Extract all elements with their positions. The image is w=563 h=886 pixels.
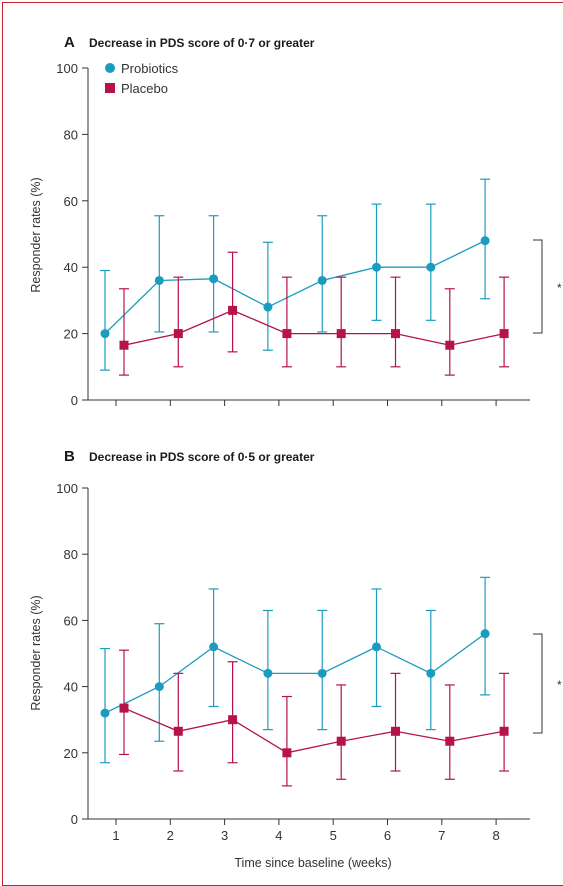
panel-b-probiotics-point — [480, 629, 490, 639]
panel-b-placebo-point — [228, 715, 238, 725]
panel-a-placebo-point — [228, 305, 238, 315]
panel-a-probiotics-point — [480, 236, 490, 246]
panel-b-probiotics-point — [317, 668, 327, 678]
panel-a-placebo-point — [445, 340, 455, 350]
panel-b-ytick-label: 0 — [71, 812, 78, 827]
panel-a-ytick-label: 0 — [71, 393, 78, 408]
panel-b-xtick-label: 8 — [492, 828, 499, 843]
panel-b-ytick-label: 20 — [64, 746, 78, 761]
panel-b-placebo-point — [173, 726, 183, 736]
panel-b-xtick-label: 7 — [438, 828, 445, 843]
panel-b-placebo-point — [445, 736, 455, 746]
panel-b-letter: B — [64, 448, 75, 465]
panel-a-probiotics-point — [209, 274, 219, 284]
panel-a-placebo-line — [123, 309, 505, 346]
panel-a-probiotics-point — [100, 329, 110, 339]
panel-b-probiotics-point — [372, 642, 381, 652]
panel-a-placebo-point — [391, 329, 400, 339]
panel-a-probiotics-point — [154, 275, 164, 285]
panel-a-letter: A — [64, 34, 75, 51]
panel-a-probiotics-point — [372, 262, 381, 272]
panel-b-xtick-label: 1 — [112, 828, 119, 843]
panel-a-ylabel: Responder rates (%) — [29, 177, 43, 292]
panel-b-xlabel: Time since baseline (weeks) — [234, 856, 391, 870]
panel-a-significance: * — [557, 281, 562, 295]
panel-b-placebo-point — [282, 748, 292, 758]
panel-a-probiotics-point — [263, 302, 273, 312]
panel-a-placebo-point — [499, 329, 509, 339]
panel-b-title: Decrease in PDS score of 0·5 or greater — [89, 450, 315, 464]
panel-b-placebo-point — [499, 726, 509, 736]
panel-a-ytick-label: 60 — [64, 194, 78, 209]
panel-a-placebo-point — [336, 329, 346, 339]
legend-probiotics-label: Probiotics — [121, 61, 179, 76]
panel-b-probiotics-line — [104, 633, 486, 714]
panel-b-placebo-line — [123, 707, 505, 754]
panel-b-ylabel: Responder rates (%) — [29, 595, 43, 710]
panel-b-probiotics-point — [263, 668, 273, 678]
panel-a-ytick-label: 20 — [64, 327, 78, 342]
panel-a-probiotics-line — [104, 240, 486, 335]
panel-a-placebo-point — [119, 340, 129, 350]
panel-a-placebo-point — [173, 329, 183, 339]
panel-b-xtick-label: 2 — [167, 828, 174, 843]
chart-marks: 0 20 40 60 80 100 0 20 40 60 80 100 1 2 3 4 5 6 7 8 — [56, 61, 543, 843]
panel-a-placebo-point — [282, 329, 292, 339]
panel-b-probiotics-point — [100, 708, 110, 718]
legend-placebo-label: Placebo — [121, 81, 168, 96]
panel-a-significance-bracket — [533, 239, 543, 334]
panel-b-significance: * — [557, 678, 562, 692]
panel-a-ytick-label: 80 — [64, 127, 78, 142]
panel-b-placebo-point — [336, 736, 346, 746]
legend-probiotics-marker — [105, 63, 115, 73]
panel-b-xtick-label: 5 — [330, 828, 337, 843]
panel-b-ytick-label: 60 — [64, 613, 78, 628]
panel-a-title: Decrease in PDS score of 0·7 or greater — [89, 36, 315, 50]
legend-placebo-marker — [105, 83, 115, 93]
panel-b-probiotics-point — [209, 642, 219, 652]
panel-b-placebo-point — [391, 726, 400, 736]
panel-b-ytick-label: 100 — [56, 481, 78, 496]
panel-b-placebo-point — [119, 703, 129, 713]
panel-a-ytick-label: 100 — [56, 61, 78, 76]
panel-b-xtick-label: 4 — [275, 828, 282, 843]
panel-b-ytick-label: 80 — [64, 547, 78, 562]
panel-a-ytick-label: 40 — [64, 260, 78, 275]
panel-b-ytick-label: 40 — [64, 680, 78, 695]
panel-a-probiotics-point — [317, 275, 327, 285]
panel-b-probiotics-point — [426, 668, 436, 678]
panel-a-probiotics-point — [426, 262, 436, 272]
panel-b-significance-bracket — [533, 633, 543, 734]
panel-b-probiotics-point — [154, 682, 164, 692]
panel-b-xtick-label: 6 — [384, 828, 391, 843]
panel-b-xtick-label: 3 — [221, 828, 228, 843]
